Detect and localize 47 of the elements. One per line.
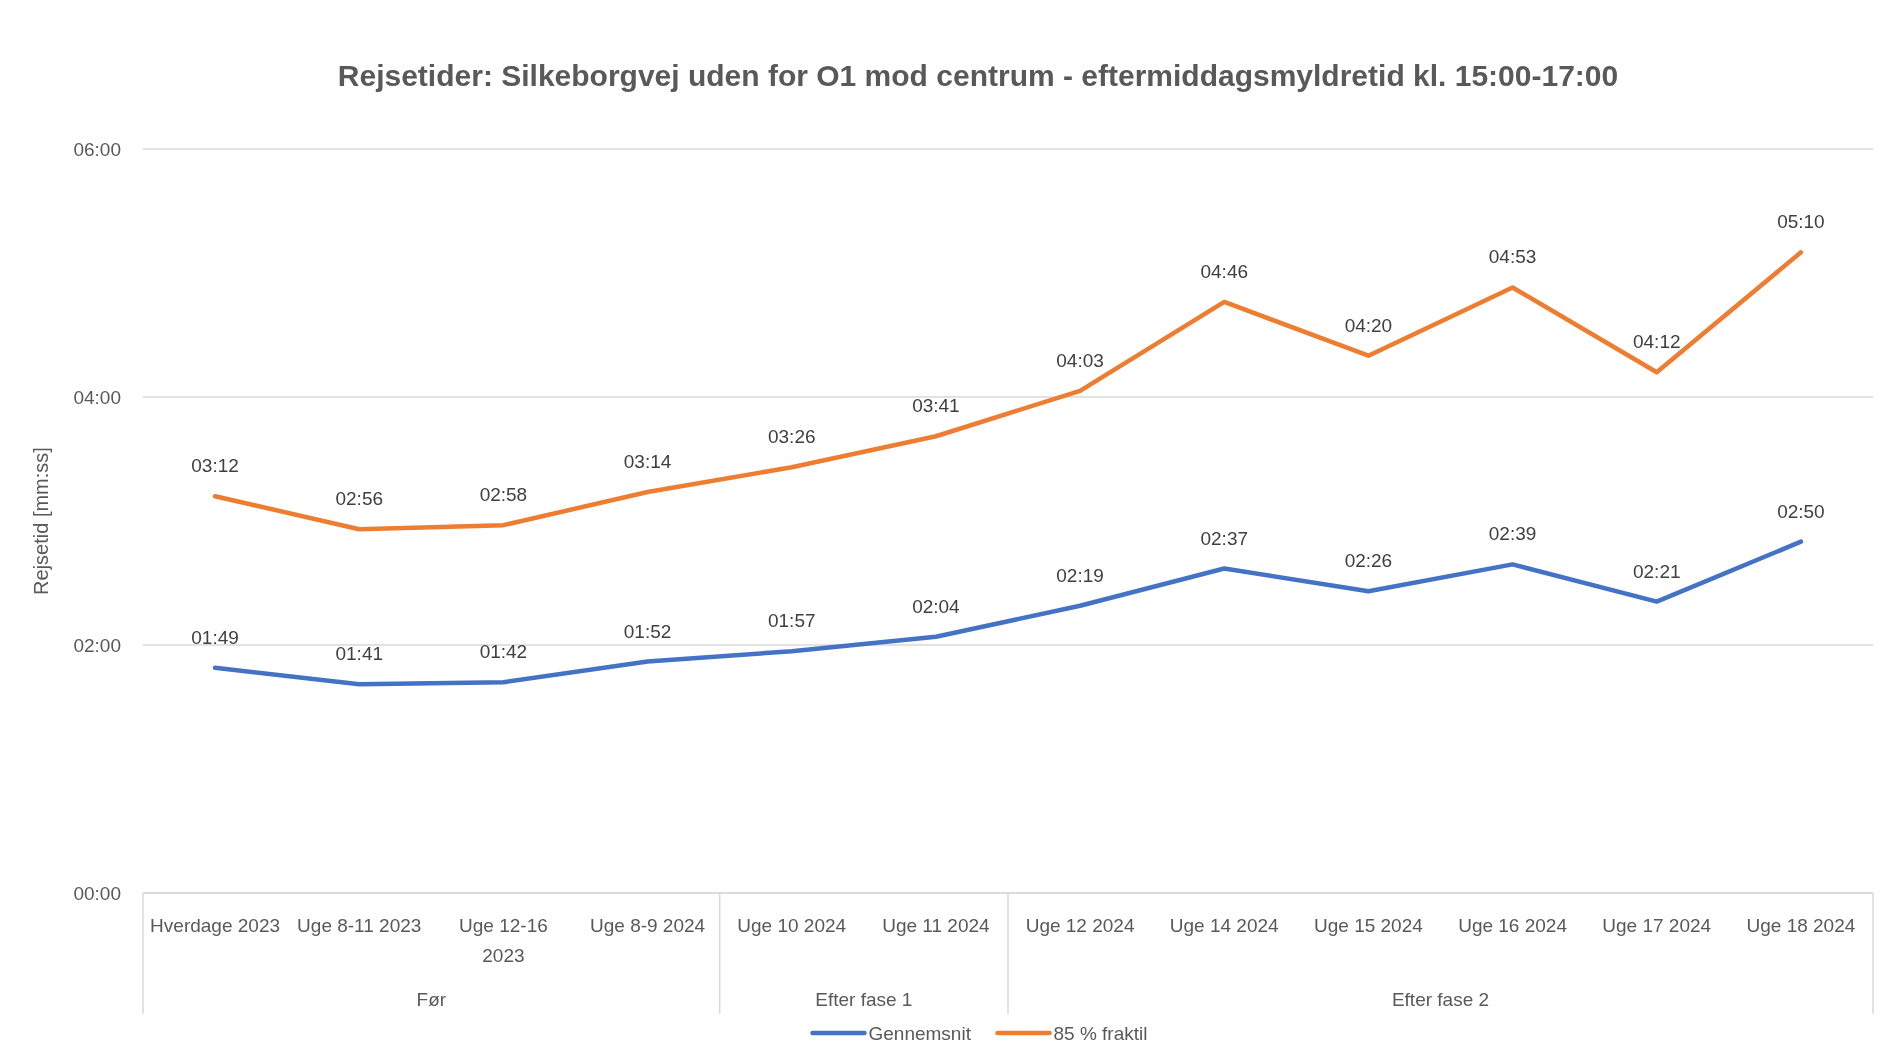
data-label: 02:26 <box>1344 550 1393 572</box>
data-label: 04:46 <box>1200 260 1249 282</box>
data-label: 01:41 <box>335 643 384 665</box>
data-label: 05:10 <box>1777 211 1825 233</box>
x-tick-label: Uge 18 2024 <box>1746 915 1856 936</box>
text: Før <box>416 989 447 1010</box>
data-label: 01:57 <box>767 610 816 632</box>
data-label: 03:26 <box>767 426 816 448</box>
data-label: 02:19 <box>1056 564 1104 586</box>
data-label: 01:52 <box>623 620 672 642</box>
y-axis-title: Rejsetid [mm:ss] <box>30 447 52 595</box>
data-label: 01:42 <box>479 641 528 663</box>
data-label: 04:20 <box>1344 314 1393 336</box>
y-tick-label: 00:00 <box>73 883 121 904</box>
data-label: 02:50 <box>1777 500 1825 522</box>
x-tick-label: Uge 8-9 2024 <box>590 915 706 936</box>
data-label: 04:12 <box>1632 331 1681 353</box>
data-label: 03:14 <box>623 451 672 473</box>
data-label: 03:41 <box>912 395 960 417</box>
data-label: 02:56 <box>335 488 384 510</box>
data-label: 02:39 <box>1488 523 1537 545</box>
x-tick-label: Uge 15 2024 <box>1314 915 1424 936</box>
text: Efter fase 2 <box>1391 989 1490 1010</box>
data-label: 04:03 <box>1056 349 1104 371</box>
data-label: 02:58 <box>479 484 528 506</box>
x-tick-label: Hverdage 2023 <box>150 915 281 936</box>
chart-title: Rejsetider: Silkeborgvej uden for O1 mod centrum - eftermiddagsmyldretid kl. 15:00-17:00 <box>337 59 1619 92</box>
data-label: 02:04 <box>912 595 961 617</box>
x-tick-label: Uge 14 2024 <box>1169 915 1280 936</box>
data-label: 04:53 <box>1488 246 1537 268</box>
data-label: 01:49 <box>191 626 239 648</box>
legend-label: Gennemsnit <box>868 1023 972 1044</box>
y-tick-label: 04:00 <box>73 387 121 408</box>
x-tick-label: Uge 12-16 2023 <box>459 915 548 966</box>
legend-label: 85 % fraktil <box>1053 1023 1148 1044</box>
data-label: 02:37 <box>1200 527 1249 549</box>
x-tick-label: Uge 17 2024 <box>1602 915 1712 936</box>
y-tick-label: 06:00 <box>73 139 121 160</box>
x-tick-label: Uge 12 2024 <box>1025 915 1135 936</box>
x-tick-label: Uge 10 2024 <box>737 915 847 936</box>
y-tick-label: 02:00 <box>73 635 121 656</box>
x-tick-label: Uge 16 2024 <box>1458 915 1568 936</box>
x-tick-label: Uge 11 2024 <box>882 915 991 936</box>
data-label: 03:12 <box>191 455 239 477</box>
x-tick-label: Uge 8-11 2023 <box>297 915 422 936</box>
text: Efter fase 1 <box>815 989 913 1010</box>
data-label: 02:21 <box>1632 560 1681 582</box>
